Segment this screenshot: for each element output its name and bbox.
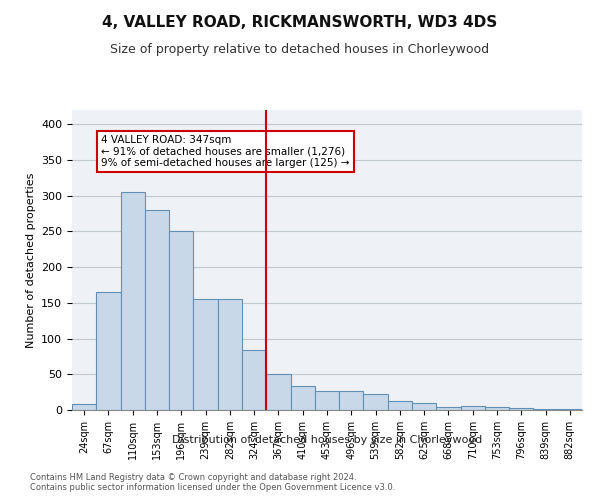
Bar — [169, 230, 193, 410]
Bar — [436, 407, 461, 410]
Bar — [193, 298, 218, 410]
Bar — [121, 192, 145, 410]
Bar — [509, 408, 533, 410]
Y-axis label: Number of detached properties: Number of detached properties — [26, 172, 35, 348]
Bar — [461, 406, 485, 410]
Bar — [485, 407, 509, 410]
Bar — [388, 402, 412, 410]
Text: Size of property relative to detached houses in Chorleywood: Size of property relative to detached ho… — [110, 42, 490, 56]
Bar — [339, 390, 364, 410]
Bar — [364, 394, 388, 410]
Bar — [290, 386, 315, 410]
Bar — [315, 390, 339, 410]
Bar — [145, 210, 169, 410]
Bar — [242, 350, 266, 410]
Bar — [96, 292, 121, 410]
Bar — [218, 298, 242, 410]
Text: 4, VALLEY ROAD, RICKMANSWORTH, WD3 4DS: 4, VALLEY ROAD, RICKMANSWORTH, WD3 4DS — [103, 15, 497, 30]
Text: 4 VALLEY ROAD: 347sqm
← 91% of detached houses are smaller (1,276)
9% of semi-de: 4 VALLEY ROAD: 347sqm ← 91% of detached … — [101, 135, 350, 168]
Bar — [558, 408, 582, 410]
Text: Contains HM Land Registry data © Crown copyright and database right 2024.
Contai: Contains HM Land Registry data © Crown c… — [30, 473, 395, 492]
Bar — [72, 404, 96, 410]
Text: Distribution of detached houses by size in Chorleywood: Distribution of detached houses by size … — [172, 435, 482, 445]
Bar — [266, 374, 290, 410]
Bar — [412, 403, 436, 410]
